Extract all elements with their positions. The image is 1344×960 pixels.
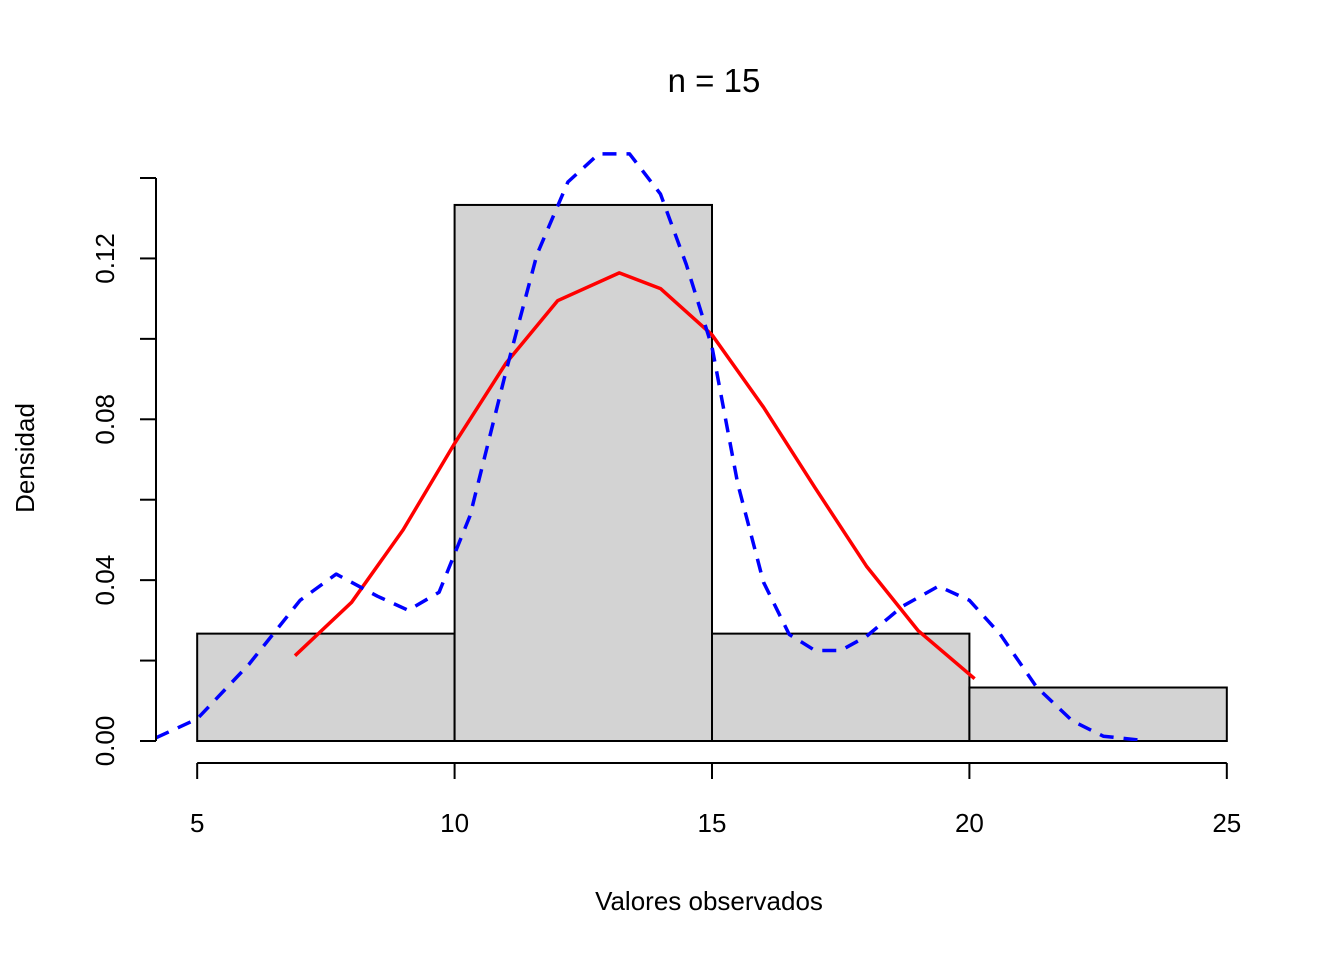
x-tick-label: 5: [190, 808, 204, 838]
x-tick-label: 25: [1212, 808, 1241, 838]
y-tick-label: 0.08: [90, 394, 120, 445]
histogram-bar: [711, 632, 971, 743]
histogram-bar: [196, 632, 456, 743]
density-curves: [156, 152, 1145, 741]
chart-title: n = 15: [668, 62, 761, 99]
x-axis: 5 10 15 20 25: [190, 762, 1241, 838]
y-tick-label: 0.12: [90, 233, 120, 284]
y-tick-label: 0.00: [90, 716, 120, 767]
density-curve-solid: [293, 271, 976, 681]
y-axis: 0.00 0.04 0.08 0.12: [90, 177, 157, 767]
density-curve-dashed: [156, 152, 1145, 741]
histogram-bar: [968, 686, 1228, 743]
y-axis-label: Densidad: [10, 403, 40, 513]
histogram-bar: [453, 203, 713, 743]
x-tick-label: 15: [698, 808, 727, 838]
x-tick-label: 10: [440, 808, 469, 838]
x-tick-label: 20: [955, 808, 984, 838]
y-tick-label: 0.04: [90, 555, 120, 606]
x-axis-label: Valores observados: [595, 886, 823, 916]
histogram-bars: [196, 203, 1228, 743]
